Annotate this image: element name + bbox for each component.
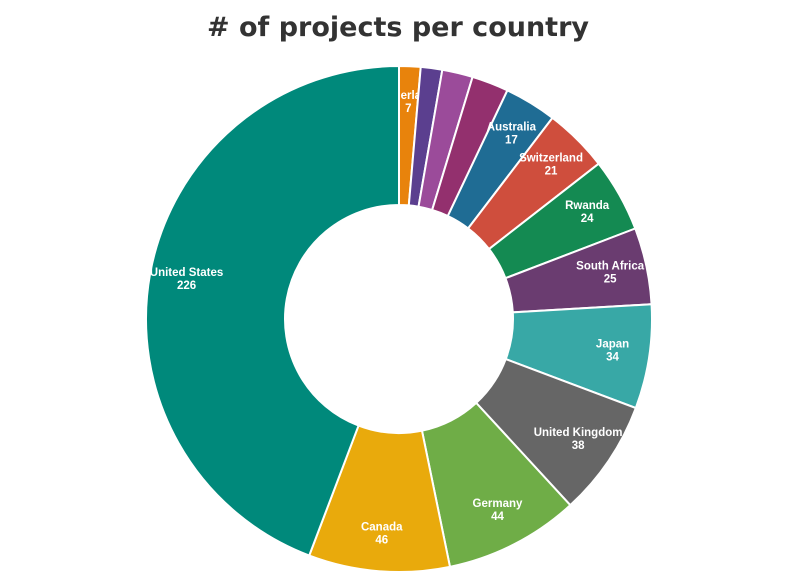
slice-united-states[interactable] bbox=[145, 64, 400, 557]
slice-value-south-africa: 25 bbox=[604, 274, 617, 286]
slice-label-south-africa: South Africa bbox=[576, 261, 645, 273]
slice-value-australia: 17 bbox=[505, 135, 518, 147]
slice-value-canada: 46 bbox=[375, 534, 388, 546]
slice-label-united-states: United States bbox=[150, 267, 224, 279]
slice-value-united-states: 226 bbox=[177, 280, 196, 292]
slice-label-rwanda: Rwanda bbox=[565, 200, 610, 212]
slice-label-switzerland: Switzerland bbox=[519, 153, 583, 165]
slice-label-australia: Australia bbox=[487, 122, 537, 134]
slice-value-japan: 34 bbox=[606, 351, 619, 363]
slice-label-japan: Japan bbox=[596, 338, 629, 350]
chart-title: # of projects per country bbox=[206, 12, 590, 43]
slice-label-germany: Germany bbox=[473, 498, 523, 510]
slice-value-rwanda: 24 bbox=[581, 213, 594, 225]
slice-label-united-kingdom: United Kingdom bbox=[534, 427, 623, 439]
slice-value-germany: 44 bbox=[491, 511, 504, 523]
slice-value-switzerland: 21 bbox=[545, 166, 558, 178]
slice-value-netherlands: 7 bbox=[405, 103, 411, 115]
slice-value-united-kingdom: 38 bbox=[572, 440, 585, 452]
slice-label-canada: Canada bbox=[361, 521, 403, 533]
